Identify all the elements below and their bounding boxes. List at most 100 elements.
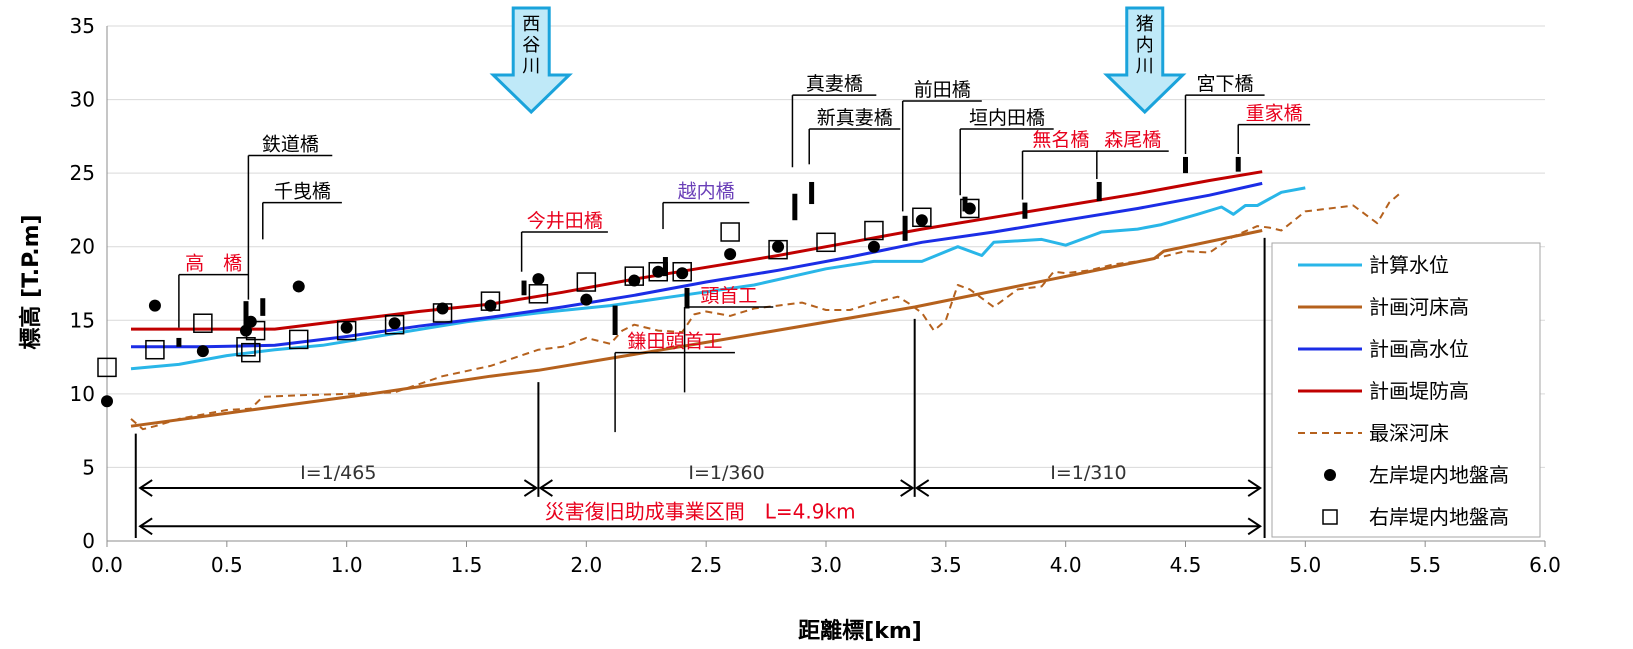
legend-label: 計画堤防高 [1369,379,1469,403]
left-bank-point [867,240,880,253]
y-axis: 0 5 10 15 20 25 30 35 [70,14,108,553]
legend-swatch-circle [1324,469,1336,481]
callout-label: 高 橋 [185,253,242,275]
right-bank-point [960,198,980,219]
right-bank-point [720,222,740,242]
tributary-label-char: 谷 [522,35,540,56]
x-tick-label: 0.5 [211,553,243,577]
callout-label: 今井田橋 [527,210,603,232]
y-tick-label: 0 [82,529,95,553]
right-bank-point [384,314,405,335]
callout-label: 鉄道橋 [262,133,319,155]
gradient-arrow-head-left [138,479,153,497]
callout-label: 無名橋 [1032,129,1089,151]
x-axis: 0.0 0.5 1.0 1.5 2.0 2.5 3.0 3.5 4.0 4.5 5.0 5.5 6.0 [91,540,1561,577]
bridge-markers [176,156,1241,347]
left-bank-point [652,265,665,278]
legend-label: 計画高水位 [1369,337,1469,361]
x-tick-label: 2.0 [570,553,602,577]
left-bank-point [196,345,209,358]
callout-label: 前田橋 [914,79,971,101]
x-axis-title: 距離標[km] [798,618,922,644]
callout-label: 垣内田橋 [969,107,1045,129]
legend-label: 計画河床高 [1369,295,1469,319]
x-tick-label: 5.0 [1289,553,1321,577]
left-bank-point [628,274,641,287]
x-tick-label: 6.0 [1529,553,1561,577]
callout-label: 新真妻橋 [817,107,893,129]
right-bank-point [624,266,645,286]
legend-label: 計算水位 [1369,253,1449,277]
gradient-label: I=1/465 [300,462,376,484]
total-section-label-bg [525,498,876,524]
tributary-arrow-icon [1103,6,1187,115]
left-bank-point [101,395,113,408]
left-bank-point [532,273,545,286]
total-section-label: 災害復旧助成事業区間 L=4.9km [545,499,856,523]
legend-label: 最深河床 [1369,421,1449,445]
right-bank-point [97,357,117,378]
x-tick-label: 4.5 [1170,553,1202,577]
series-line [130,186,1306,371]
callout-label: 頭首工 [700,285,757,307]
callout-label: 鎌田頭首工 [628,331,723,353]
y-tick-label: 10 [70,382,95,406]
left-bank-point [676,267,689,280]
total-section-arrow-head-left [138,517,153,536]
x-tick-label: 4.0 [1050,553,1082,577]
right-bank-point [768,239,788,260]
x-tick-label: 3.0 [810,553,842,577]
gradient-arrow-head-right [523,479,539,497]
gradient-arrow-head-left [914,479,930,497]
y-tick-label: 25 [70,161,95,185]
callout-label: 越内橋 [678,181,735,203]
tributary-arrow-icon [489,6,573,115]
right-bank-point [672,261,692,282]
right-bank-point [528,284,549,304]
left-bank-point [340,321,353,334]
gradient-arrow-head-left [538,479,553,497]
left-bank-point [580,293,593,306]
left-bank-point [772,240,785,253]
tributary-label-char: 川 [522,56,540,77]
right-bank-point [193,313,213,333]
gradient-sections: I=1/465 I=1/360 I=1/310 災害復旧助成事業区間 L=4.9km [134,237,1266,539]
gradient-label: I=1/310 [1050,462,1126,484]
right-bank-point [576,272,597,292]
y-tick-label: 15 [70,308,95,332]
callout-label: 宮下橋 [1197,73,1254,95]
legend-label: 右岸堤内地盤高 [1369,505,1509,529]
y-axis-title: 標高 [T.P.m] [18,214,44,349]
legend-swatch-square [1322,509,1338,525]
right-bank-point [912,207,932,228]
tributary-label-char: 内 [1136,35,1154,56]
callout-label: 重家橋 [1246,103,1303,125]
y-tick-label: 5 [82,455,95,479]
callout-label: 森尾橋 [1104,129,1161,151]
right-bank-point [245,320,266,341]
legend-label: 左岸堤内地盤高 [1369,463,1509,487]
gradient-arrow-head-right [900,479,915,497]
gradient-label: I=1/360 [688,462,764,484]
left-bank-point [292,280,305,293]
left-bank-point [484,299,497,312]
right-bank-point [864,220,884,241]
data-series [97,170,1402,431]
left-bank-point [436,302,449,315]
series-line [131,170,1263,331]
right-bank-point [336,320,357,341]
x-tick-label: 5.5 [1409,553,1441,577]
left-bank-point [915,214,928,227]
x-tick-label: 0.0 [91,553,123,577]
right-bank-point [816,232,836,253]
tributary-label-char: 猪 [1136,14,1154,35]
left-bank-point [724,248,737,261]
right-bank-point [145,339,165,360]
series-line [130,229,1263,428]
x-tick-label: 2.5 [690,553,722,577]
callout-label: 千曳橋 [274,181,331,203]
left-bank-point [148,299,161,312]
